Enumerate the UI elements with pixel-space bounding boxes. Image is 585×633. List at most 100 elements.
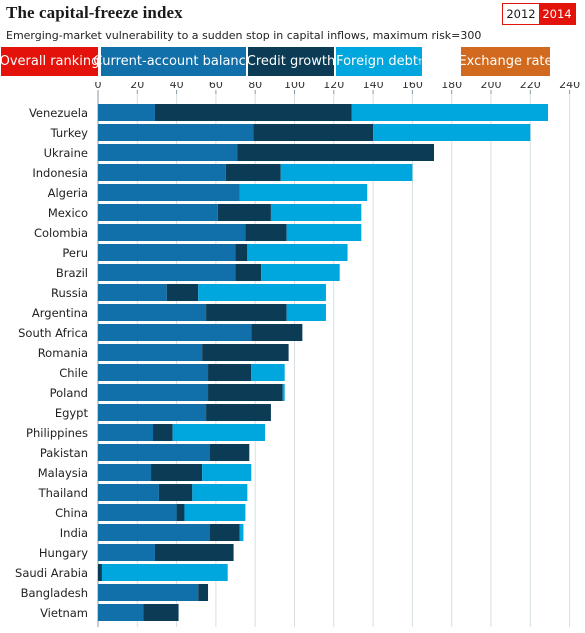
bar-segment[interactable]	[172, 424, 266, 441]
bar-segment[interactable]	[239, 524, 244, 541]
bar-segment[interactable]	[98, 224, 246, 241]
bar-segment[interactable]	[253, 124, 374, 141]
bar-segment[interactable]	[98, 324, 252, 341]
tab-overall-ranking[interactable]: Overall ranking	[0, 47, 100, 76]
bar-segment[interactable]	[98, 184, 240, 201]
bar-segment[interactable]	[98, 404, 207, 421]
capital-freeze-bar-chart: 0 20 40 60 80 100 120 140 160 180 200 220 240 Venezu…	[15, 82, 580, 627]
bar-segment[interactable]	[261, 264, 340, 281]
bar-segment[interactable]	[251, 324, 303, 341]
country-label: Indonesia	[32, 166, 88, 180]
bar-segment[interactable]	[98, 584, 199, 601]
bar-segment[interactable]	[286, 224, 362, 241]
country-label: Russia	[51, 286, 88, 300]
bar-segment[interactable]	[239, 184, 368, 201]
bar-segment[interactable]	[98, 464, 152, 481]
x-tick-label: 180	[441, 82, 462, 91]
bar-segment[interactable]	[98, 304, 207, 321]
bar-segment[interactable]	[235, 244, 248, 261]
bar-segment[interactable]	[282, 384, 285, 401]
tab-exchange-rate[interactable]: Exchange rate	[458, 47, 553, 76]
bar-segment[interactable]	[98, 564, 102, 581]
bar-segment[interactable]	[98, 444, 211, 461]
bar-segment[interactable]	[210, 444, 250, 461]
tab-current-account-balance[interactable]: Current-account balance	[93, 47, 254, 76]
country-label: Peru	[62, 246, 88, 260]
bar-segment[interactable]	[286, 304, 326, 321]
bar-segment[interactable]	[280, 164, 413, 181]
bar-segment[interactable]	[98, 204, 218, 221]
bar-segment[interactable]	[98, 544, 155, 561]
tab-label: Credit growth	[246, 54, 336, 69]
bar-segment[interactable]	[270, 204, 362, 221]
x-tick-label: 220	[520, 82, 541, 91]
bar-segment[interactable]	[98, 524, 211, 541]
country-label: Chile	[59, 366, 88, 380]
bar-segment[interactable]	[154, 104, 352, 121]
country-label: Mexico	[48, 206, 88, 220]
bar-segment[interactable]	[98, 164, 226, 181]
country-label: China	[55, 506, 88, 520]
bar-segment[interactable]	[98, 364, 209, 381]
chart-subtitle: Emerging-market vulnerability to a sudde…	[6, 29, 482, 42]
bar-segment[interactable]	[98, 424, 154, 441]
bar-segment[interactable]	[98, 504, 177, 521]
tab-label: Current-account balance	[93, 54, 254, 69]
bar-segment[interactable]	[225, 164, 281, 181]
bar-segment[interactable]	[210, 524, 240, 541]
bar-segment[interactable]	[98, 384, 209, 401]
bar-segment[interactable]	[202, 344, 289, 361]
bar-segment[interactable]	[198, 584, 209, 601]
bar-segment[interactable]	[237, 144, 435, 161]
bar-segment[interactable]	[217, 204, 271, 221]
bar-segment[interactable]	[198, 284, 326, 301]
x-tick-label: 40	[170, 82, 184, 91]
country-label: Philippines	[26, 426, 88, 440]
bar-segment[interactable]	[176, 504, 185, 521]
bar-segment[interactable]	[206, 404, 271, 421]
bar-segment[interactable]	[98, 264, 236, 281]
country-label: Ukraine	[44, 146, 88, 160]
tab-foreign-debt[interactable]: Foreign debt †	[336, 47, 422, 76]
tab-label: Exchange rate	[458, 54, 553, 69]
year-toggle: 2012 2014	[502, 3, 576, 25]
tab-label: Overall ranking	[0, 54, 100, 69]
bar-segment[interactable]	[202, 464, 252, 481]
bar-segment[interactable]	[143, 604, 179, 621]
bar-segment[interactable]	[154, 544, 234, 561]
tab-credit-growth[interactable]: Credit growth	[246, 47, 336, 76]
bar-segment[interactable]	[235, 264, 262, 281]
bar-segment[interactable]	[166, 284, 199, 301]
bar-segment[interactable]	[98, 104, 155, 121]
bar-segment[interactable]	[208, 384, 283, 401]
bar-segment[interactable]	[98, 344, 203, 361]
bar-segment[interactable]	[373, 124, 531, 141]
x-tick-label: 240	[559, 82, 580, 91]
bar-segment[interactable]	[98, 124, 254, 141]
year-option-2012[interactable]: 2012	[506, 7, 536, 21]
country-label: Malaysia	[38, 466, 88, 480]
bar-segment[interactable]	[351, 104, 548, 121]
year-option-2014[interactable]: 2014	[539, 4, 575, 24]
bar-segment[interactable]	[208, 364, 252, 381]
bar-segment[interactable]	[192, 484, 248, 501]
bar-segment[interactable]	[98, 144, 238, 161]
bar-segment[interactable]	[101, 564, 228, 581]
bar-segment[interactable]	[158, 484, 193, 501]
bar-segment[interactable]	[184, 504, 246, 521]
bar-segment[interactable]	[98, 284, 167, 301]
bar-segment[interactable]	[251, 364, 285, 381]
bar-segment[interactable]	[206, 304, 287, 321]
footnote-mark: †	[417, 57, 422, 66]
bar-segment[interactable]	[245, 224, 287, 241]
bar-segment[interactable]	[98, 484, 159, 501]
x-axis: 0 20 40 60 80 100 120 140 160 180 200 220 240	[95, 82, 580, 94]
bar-segment[interactable]	[153, 424, 173, 441]
country-label: Turkey	[50, 126, 89, 140]
bar-segment[interactable]	[98, 604, 144, 621]
x-tick-label: 200	[481, 82, 502, 91]
bar-segment[interactable]	[98, 244, 236, 261]
country-label: Algeria	[48, 186, 88, 200]
bar-segment[interactable]	[151, 464, 203, 481]
bar-segment[interactable]	[247, 244, 348, 261]
